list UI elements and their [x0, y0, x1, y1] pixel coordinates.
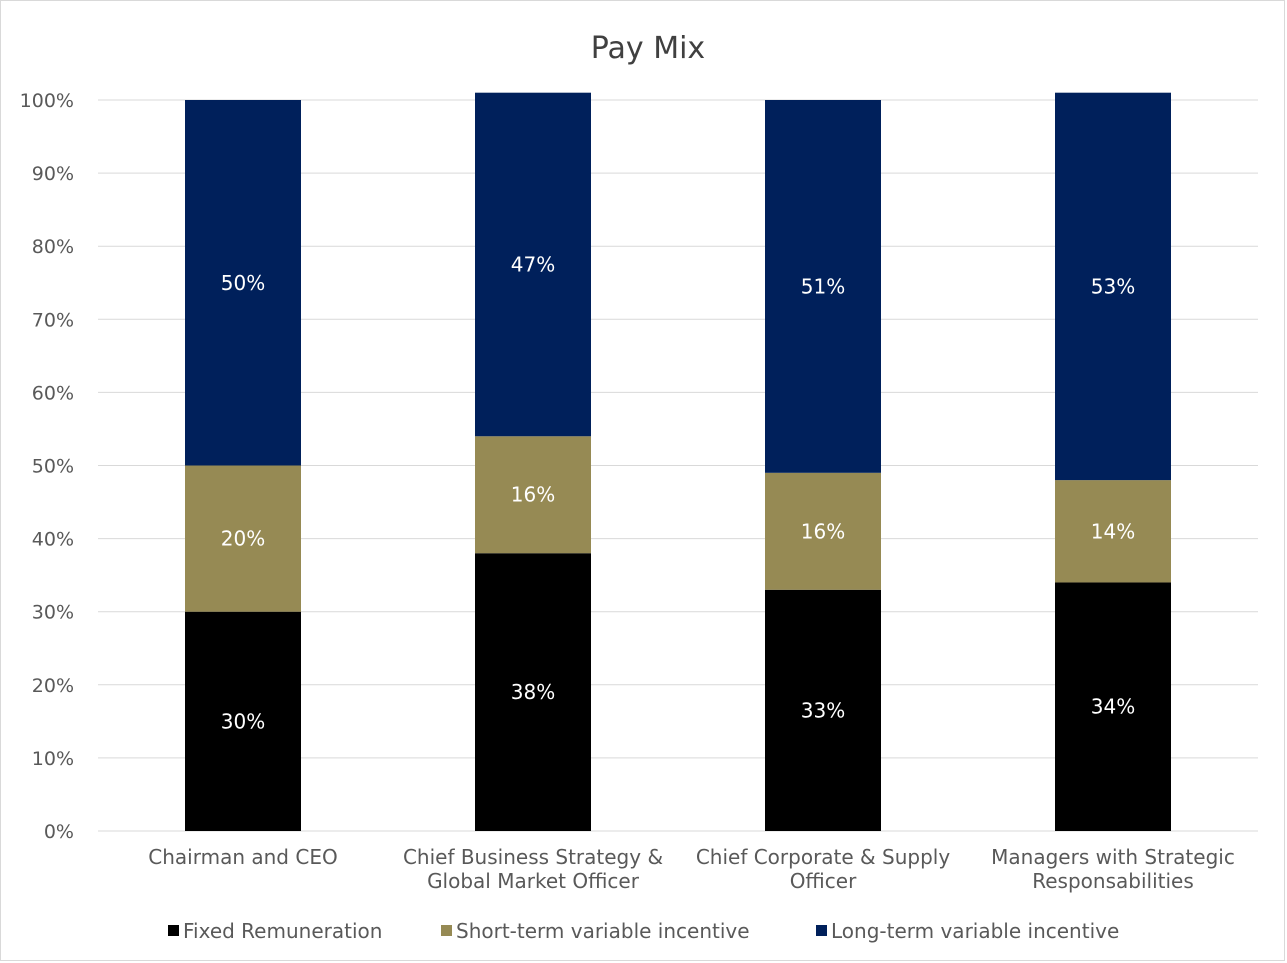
y-tick-label: 80%: [32, 236, 74, 258]
legend: Fixed Remuneration Short-term variable in…: [168, 919, 1119, 943]
bar-segment: [765, 100, 881, 473]
bar-segment: [185, 100, 301, 466]
legend-swatch: [816, 925, 827, 936]
y-tick-label: 10%: [32, 748, 74, 770]
x-category-label: Officer: [790, 869, 857, 893]
y-tick-label: 90%: [32, 163, 74, 185]
data-label: 38%: [511, 680, 555, 704]
legend-label: Long-term variable incentive: [831, 919, 1119, 943]
y-tick-label: 20%: [32, 675, 74, 697]
bar-segment: [1055, 92, 1171, 481]
bar-segment: [475, 436, 591, 554]
y-tick-label: 70%: [32, 309, 74, 331]
y-tick-label: 50%: [32, 456, 74, 478]
y-axis-ticks: 0% 10% 20% 30% 40% 50% 60% 70% 80% 90% 100%: [20, 90, 74, 843]
x-category-label: Chairman and CEO: [148, 845, 337, 869]
bar-segment: [475, 553, 591, 831]
data-labels: 30% 20% 50% 38% 16% 47% 33% 16% 51% 34% 14% 53%: [221, 252, 1135, 733]
chart-title: Pay Mix: [591, 31, 705, 66]
data-label: 47%: [511, 252, 555, 276]
bars: [185, 92, 1171, 831]
data-label: 20%: [221, 527, 265, 551]
data-label: 14%: [1091, 519, 1135, 543]
data-label: 30%: [221, 709, 265, 733]
x-category-label: Chief Corporate & Supply: [696, 845, 951, 869]
data-label: 50%: [221, 271, 265, 295]
data-label: 16%: [801, 519, 845, 543]
y-tick-label: 30%: [32, 602, 74, 624]
bar-segment: [475, 92, 591, 437]
bar-segment: [185, 611, 301, 831]
legend-swatch: [168, 925, 179, 936]
y-tick-label: 40%: [32, 529, 74, 551]
data-label: 53%: [1091, 274, 1135, 298]
data-label: 34%: [1091, 695, 1135, 719]
data-label: 33%: [801, 698, 845, 722]
bar-segment: [765, 589, 881, 831]
bar-segment: [1055, 480, 1171, 583]
legend-label: Fixed Remuneration: [183, 919, 382, 943]
x-axis-categories: Chairman and CEO Chief Business Strategy …: [148, 845, 1235, 893]
y-tick-label: 100%: [20, 90, 74, 112]
x-category-label: Managers with Strategic: [991, 845, 1235, 869]
x-category-label: Chief Business Strategy &: [403, 845, 663, 869]
x-category-label: Responsabilities: [1032, 869, 1194, 893]
y-tick-label: 0%: [44, 821, 74, 843]
x-category-label: Global Market Officer: [427, 869, 640, 893]
data-label: 51%: [801, 274, 845, 298]
y-tick-label: 60%: [32, 382, 74, 404]
bar-segment: [765, 472, 881, 590]
bar-segment: [185, 465, 301, 612]
data-label: 16%: [511, 483, 555, 507]
bar-segment: [1055, 582, 1171, 831]
legend-label: Short-term variable incentive: [456, 919, 750, 943]
legend-swatch: [441, 925, 452, 936]
